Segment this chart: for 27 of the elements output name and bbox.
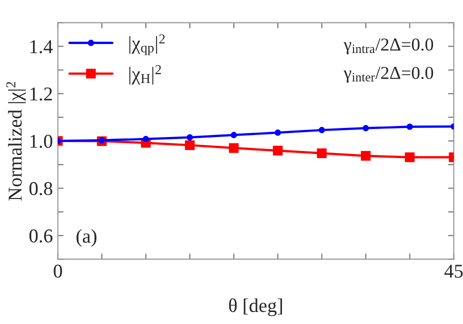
- x-axis-title: θ [deg]: [229, 298, 282, 316]
- point: [274, 130, 281, 136]
- point: [184, 140, 195, 150]
- point: [186, 134, 193, 141]
- x-tick-label: 0: [54, 264, 62, 278]
- legend-label: |χ$_{H}$|$^{2}$: [129, 65, 161, 85]
- point: [406, 124, 413, 130]
- point: [316, 148, 327, 158]
- legend-label: |χ$_{qp}$|$^{2}$: [129, 34, 165, 56]
- point: [230, 132, 237, 138]
- point: [272, 146, 283, 156]
- annotation: (a): [76, 229, 96, 247]
- point: [360, 150, 371, 161]
- point: [228, 143, 239, 153]
- y-tick-label: 0.6: [29, 229, 52, 243]
- point: [404, 152, 415, 162]
- y-tick-label: 1.4: [30, 40, 53, 54]
- point: [318, 126, 325, 134]
- annotation: γ$_{inter}$/2Δ=0.0: [344, 66, 434, 83]
- point: [362, 125, 369, 132]
- y-tick-label: 1.2: [30, 88, 52, 101]
- x-tick-label: 45: [444, 264, 463, 278]
- point: [142, 136, 149, 142]
- annotation: γ$_{intra}$/2Δ=0.0: [344, 38, 434, 54]
- text: 1.0: [30, 134, 52, 148]
- y-axis-title: Normalized |χ|$^{2}$: [6, 82, 26, 201]
- y-tick-label: 0.8: [29, 182, 52, 196]
